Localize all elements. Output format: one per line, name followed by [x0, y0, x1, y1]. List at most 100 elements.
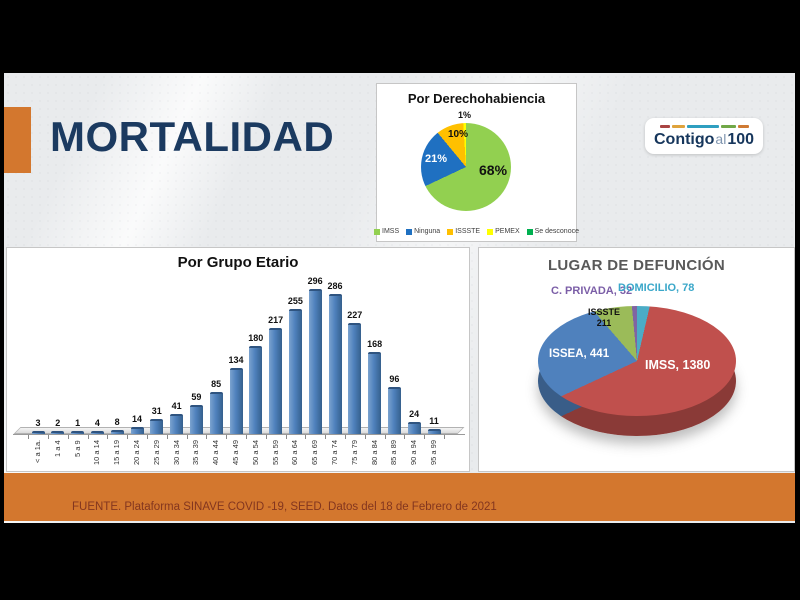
bar: [189, 405, 203, 434]
callout-issea: ISSEA, 441: [549, 348, 610, 360]
slide: MORTALIDAD Contigoal100 Por Derechohabie…: [4, 73, 795, 523]
axis-tick: [404, 435, 406, 439]
bar-value-label: 180: [248, 332, 264, 343]
legend-swatch-se-desconoce: [526, 228, 533, 235]
logo-word-100: 100: [727, 131, 755, 148]
bar: [110, 430, 124, 434]
pie-derechohabiencia: 68% 21% 10% 1%: [377, 84, 576, 241]
bar: [71, 431, 85, 434]
slice-label-issste: 10%: [448, 129, 469, 140]
pie-legend: IMSS Ninguna ISSSTE PEMEX Se desconoce: [374, 228, 579, 235]
bar-value-label: 59: [191, 392, 202, 403]
bar-value-label: 2: [55, 418, 61, 428]
legend-swatch-ninguna: [406, 228, 413, 235]
axis-tick: [166, 435, 168, 439]
axis-tick: [28, 435, 30, 439]
logo-text: Contigoal100: [645, 129, 763, 150]
logo-word-al: al: [715, 131, 727, 147]
axis-tick: [127, 435, 129, 439]
legend-item-se-desconoce: Se desconoce: [526, 228, 579, 235]
chart-title-derechohabiencia: Por Derechohabiencia: [407, 91, 546, 106]
axis-tick: [443, 435, 445, 439]
panel-lugar-defuncion: LUGAR DE DEFUNCIÓN C. PRIVADA, 32 DOMICI…: [478, 247, 795, 472]
bar: [269, 327, 283, 434]
axis-tick: [107, 435, 109, 439]
callout-issste: ISSSTE 211: [581, 307, 627, 329]
bar: [229, 368, 243, 434]
bar: [387, 386, 401, 434]
bar-value-label: 41: [171, 400, 182, 411]
bar-value-label: 24: [409, 409, 420, 420]
bar: [308, 289, 322, 434]
callout-domicilio: DOMICILIO, 78: [618, 282, 695, 294]
legend-swatch-issste: [447, 228, 454, 235]
bar-value-label: 227: [347, 309, 363, 320]
legend-swatch-imss: [374, 228, 380, 235]
bar-value-label: 96: [389, 373, 400, 384]
axis-tick: [285, 435, 287, 439]
bar: [328, 293, 342, 434]
axis-tick: [265, 435, 267, 439]
contigo-al-100-logo: Contigoal100: [645, 118, 763, 154]
bar-value-label: 8: [114, 417, 120, 428]
slice-label-pemex: 1%: [458, 110, 472, 120]
bar: [31, 431, 45, 434]
bar: [427, 428, 441, 434]
bar: [90, 431, 104, 434]
axis-tick: [344, 435, 346, 439]
bar-value-label: 3: [35, 418, 41, 428]
bar: [51, 431, 65, 434]
bar-value-label: 85: [211, 379, 222, 390]
bar-value-label: 4: [94, 418, 100, 428]
axis-tick: [364, 435, 366, 439]
legend-item-ninguna: Ninguna: [406, 228, 440, 235]
bar-value-label: 296: [307, 276, 323, 286]
bar: [249, 345, 263, 434]
axis-tick: [245, 435, 247, 439]
legend-swatch-pemex: [487, 228, 494, 235]
bar: [209, 392, 223, 434]
chart-title-lugar-defuncion: LUGAR DE DEFUNCIÓN: [547, 257, 726, 274]
bar: [170, 413, 184, 434]
legend-label: PEMEX: [495, 228, 520, 235]
bar: [130, 427, 144, 434]
page-title: MORTALIDAD: [50, 113, 335, 160]
legend-label: IMSS: [382, 228, 400, 235]
axis-tick: [87, 435, 89, 439]
bar-value-label: 286: [327, 280, 343, 291]
bar-value-label: 1: [75, 418, 81, 428]
legend-item-pemex: PEMEX: [487, 228, 520, 235]
axis-tick: [206, 435, 208, 439]
bar-value-label: 168: [367, 338, 383, 349]
bar-value-label: 14: [131, 414, 142, 425]
bar-value-label: 255: [287, 296, 303, 307]
accent-bar: [4, 107, 31, 173]
axis-tick: [325, 435, 327, 439]
bar: [368, 351, 382, 434]
axis-tick: [186, 435, 188, 439]
bar: [150, 418, 164, 434]
axis-tick: [226, 435, 228, 439]
source-note: FUENTE. Plataforma SINAVE COVID -19, SEE…: [72, 501, 497, 513]
slice-label-ninguna: 21%: [425, 153, 448, 165]
callout-imss: IMSS, 1380: [645, 358, 711, 372]
pie-chart-disc: [421, 123, 511, 211]
chart-title-grupo-etario: Por Grupo Etario: [177, 254, 299, 271]
logo-word-contigo: Contigo: [653, 131, 715, 148]
callout-c-privada: C. PRIVADA, 32: [551, 285, 633, 297]
axis-tick: [47, 435, 49, 439]
bar: [407, 422, 421, 434]
panel-derechohabiencia: Por Derechohabiencia 68% 21% 10% 1% IMSS…: [374, 83, 579, 242]
legend-label: Ninguna: [414, 228, 441, 235]
axis-tick: [146, 435, 148, 439]
axis-tick: [424, 435, 426, 439]
bar-value-label: 11: [429, 415, 439, 426]
axis-tick: [67, 435, 69, 439]
legend-label: ISSSTE: [455, 228, 481, 235]
callout-issste-name: ISSSTE: [587, 307, 620, 317]
x-axis-line: [13, 434, 465, 435]
bar-value-label: 31: [151, 405, 162, 416]
logo-dashes-icon: [645, 125, 763, 128]
